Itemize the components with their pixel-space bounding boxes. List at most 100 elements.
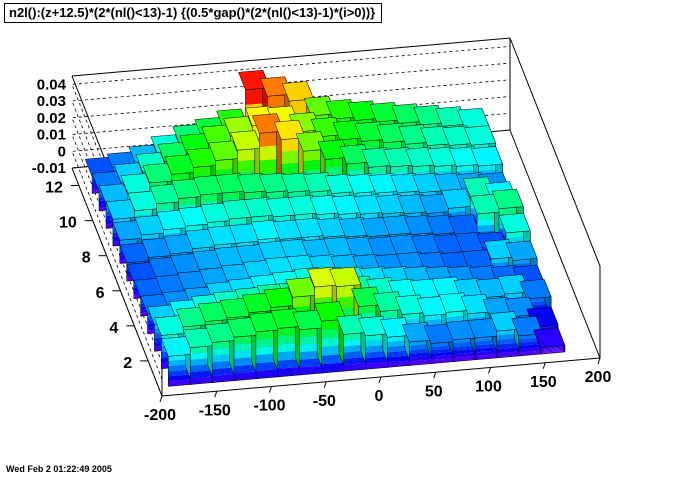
bar-front-face (343, 362, 368, 372)
x-tick-label: -150 (199, 402, 231, 419)
bar-front-face (453, 356, 478, 362)
z-tick-label: 0.01 (37, 127, 66, 144)
bar-front-face (409, 359, 434, 366)
bar-front-face (409, 347, 434, 354)
tick-labels: -200 -150 -100 -50 0 50 100 150 200 2 4 6 8 10 12 -0.01… (32, 76, 612, 424)
y-tick-label: 8 (82, 250, 91, 267)
bar-top-face (208, 140, 241, 161)
bar-top-face (263, 287, 296, 308)
lego-bar (401, 322, 434, 366)
bar-top-face (491, 188, 524, 209)
bar-front-face (431, 348, 456, 354)
bar-front-face (540, 350, 565, 355)
plot-title: n2l():(z+12.5)*(2*(nl()<13)-1) {(0.5*gap… (4, 3, 383, 23)
frame-edge (509, 129, 601, 359)
bar-top-face (489, 311, 522, 332)
bar-front-face (255, 368, 281, 379)
x-tick-label: 0 (375, 388, 384, 405)
bar-front-face (496, 346, 522, 354)
bar-front-face (540, 345, 565, 349)
bar-front-face (190, 370, 215, 379)
frame-edge (71, 167, 163, 397)
x-tick-mark (378, 376, 382, 384)
bar-front-face (299, 357, 324, 368)
bar-front-face (387, 355, 412, 363)
x-tick-mark (159, 395, 163, 403)
bar-top-face (497, 274, 530, 295)
bar-front-face (190, 376, 215, 385)
x-tick-label: -200 (144, 407, 176, 424)
bar-top-face (533, 327, 566, 348)
bar-top-face (519, 279, 552, 300)
bar-front-face (453, 352, 478, 359)
bar-top-face (379, 317, 412, 338)
bar-front-face (518, 340, 543, 346)
bar-front-face (474, 354, 500, 360)
bar-top-face (230, 130, 263, 151)
timestamp: Wed Feb 2 01:22:49 2005 (6, 464, 112, 474)
bar-front-face (431, 358, 456, 364)
bar-top-face (464, 125, 497, 146)
x-tick-mark (488, 367, 491, 374)
lego-bar (533, 327, 566, 355)
y-tick-label: 6 (96, 285, 105, 302)
x-tick-label: 50 (425, 383, 443, 400)
bar-front-face (277, 358, 303, 369)
x-tick-label: -50 (313, 393, 336, 410)
z-tick-label: 0.03 (37, 93, 66, 110)
bar-top-face (470, 146, 503, 167)
x-tick-label: 150 (530, 374, 557, 391)
bar-front-face (453, 345, 478, 351)
bar-front-face (321, 353, 346, 365)
bar-front-face (540, 347, 565, 351)
bar-top-face (498, 213, 531, 234)
bar-top-face (505, 240, 538, 261)
bar-front-face (431, 354, 456, 361)
bar-front-face (365, 361, 390, 370)
bar-top-face (329, 266, 362, 287)
bar-front-face (387, 350, 412, 358)
y-tick-label: 12 (45, 180, 63, 197)
bar-top-face (441, 188, 473, 209)
bar-top-face (260, 76, 293, 97)
bar-front-face (234, 364, 259, 374)
bar-front-face (212, 373, 237, 383)
bar-front-face (453, 348, 478, 355)
bar-front-face (277, 366, 303, 377)
bar-front-face (496, 342, 522, 349)
x-tick-mark (214, 391, 218, 398)
bar-top-face (285, 277, 318, 298)
bar-top-face (251, 113, 284, 134)
x-tick-mark (433, 372, 437, 379)
frame-edge (71, 37, 511, 77)
bar-front-face (168, 374, 193, 382)
bar-top-face (351, 286, 384, 307)
x-tick-label: -100 (253, 398, 285, 415)
x-tick-label: 200 (585, 369, 612, 386)
bar-front-face (474, 350, 500, 357)
bar-top-face (317, 139, 350, 160)
bar-front-face (540, 346, 565, 350)
bars (84, 69, 566, 387)
bar-top-face (238, 69, 271, 91)
bar-front-face (518, 343, 543, 350)
x-tick-mark (269, 386, 272, 393)
bar-front-face (540, 349, 565, 353)
x-tick-mark (597, 357, 601, 365)
bar-front-face (409, 355, 434, 362)
z-tick-label: -0.01 (32, 160, 66, 177)
bar-front-face (321, 362, 346, 374)
bar-front-face (234, 371, 259, 381)
bar-front-face (365, 356, 390, 364)
z-tick-label: 0 (58, 143, 66, 160)
bar-front-face (540, 348, 565, 352)
bar-front-face (474, 343, 500, 349)
bar-front-face (431, 351, 456, 357)
y-tick-label: 10 (59, 215, 77, 232)
y-tick-label: 4 (109, 320, 118, 337)
bar-front-face (518, 347, 543, 353)
bar-front-face (255, 361, 281, 371)
bar-front-face (343, 356, 368, 366)
bar-front-face (474, 346, 500, 353)
